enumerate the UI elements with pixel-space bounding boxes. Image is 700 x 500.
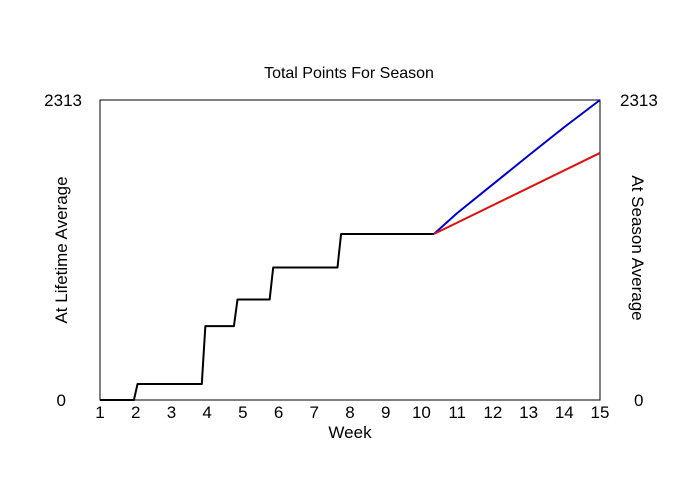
plot-frame	[99, 99, 601, 401]
actual-points-line	[100, 232, 434, 401]
y-axis-label-right: At Season Average	[628, 175, 647, 320]
x-tick-label: 11	[448, 403, 466, 422]
y-tick-right-max: 2313	[620, 91, 658, 110]
chart-title: Total Points For Season	[264, 65, 434, 82]
x-tick-label: 6	[274, 403, 283, 422]
lifetime-average-projection-line	[433, 99, 601, 235]
x-tick-label: 14	[555, 403, 574, 422]
x-tick-label: 5	[238, 403, 247, 422]
x-tick-label: 12	[483, 403, 502, 422]
x-tick-label: 10	[412, 403, 431, 422]
x-tick-label: 1	[95, 403, 104, 422]
x-axis-ticks: 1 2 3 4 5 6 7 8 9 10 11 12 13 14 15	[95, 403, 609, 422]
x-tick-label: 15	[591, 403, 610, 422]
x-tick-label: 8	[345, 403, 354, 422]
x-tick-label: 4	[202, 403, 211, 422]
series-layer	[100, 99, 601, 401]
x-tick-label: 9	[381, 403, 390, 422]
x-axis-label: Week	[328, 423, 372, 442]
y-tick-left-max: 2313	[44, 91, 82, 110]
x-tick-label: 13	[519, 403, 538, 422]
x-tick-label: 2	[131, 403, 140, 422]
y-tick-left-min: 0	[57, 391, 66, 410]
x-tick-label: 3	[167, 403, 176, 422]
season-average-projection-line	[433, 152, 601, 235]
y-axis-label-left: At Lifetime Average	[52, 176, 71, 323]
x-tick-label: 7	[310, 403, 319, 422]
y-tick-right-min: 0	[634, 391, 643, 410]
